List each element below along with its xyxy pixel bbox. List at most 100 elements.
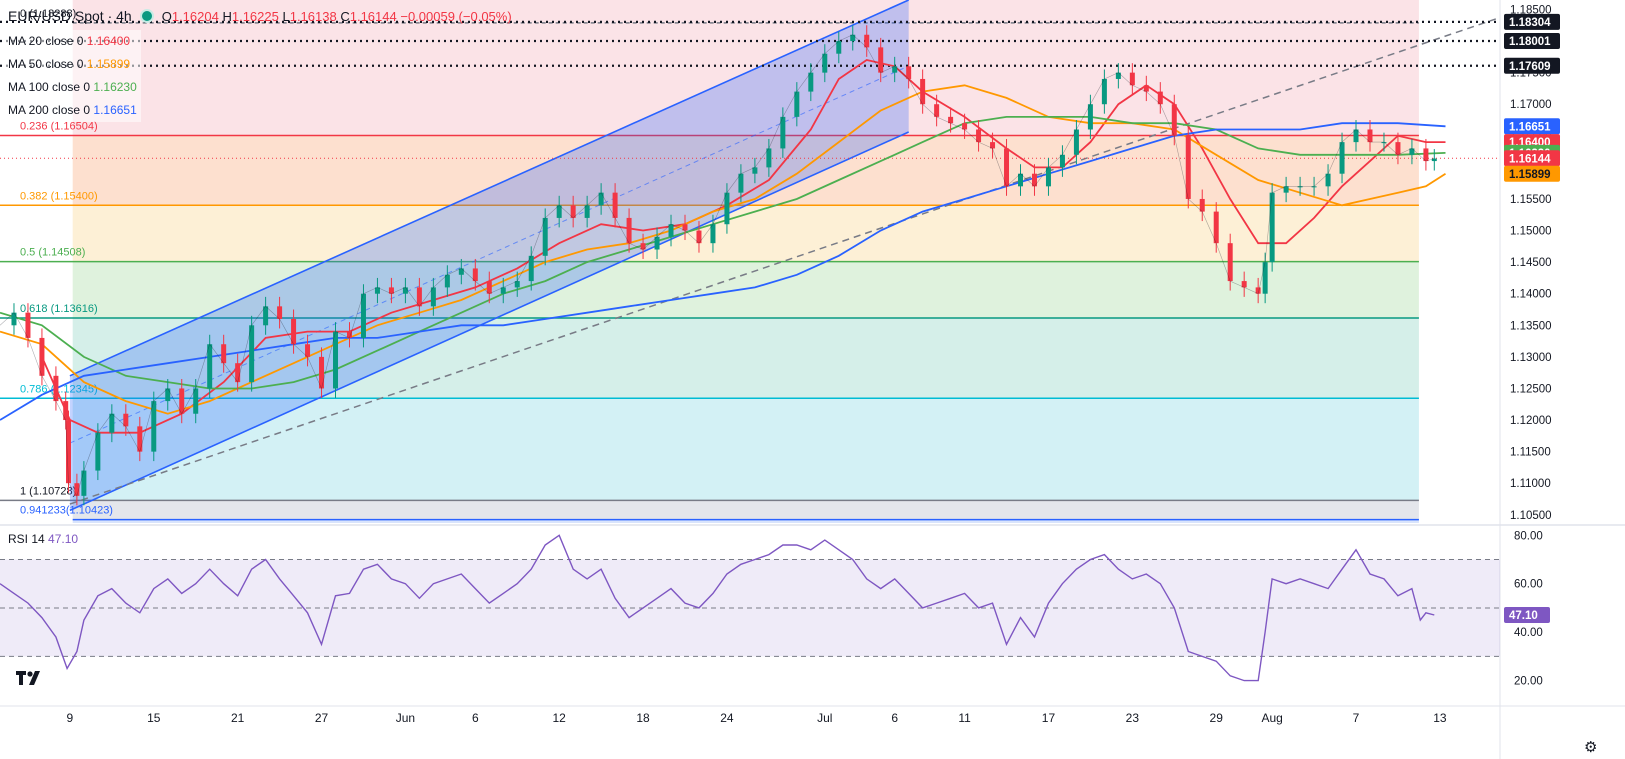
- channel-lower-line[interactable]: [69, 131, 909, 512]
- candle-body: [1059, 154, 1065, 168]
- candle-body: [1073, 129, 1079, 155]
- rsi-value-tag[interactable]: [1504, 606, 1550, 623]
- rsi-tick-label: 60.00: [1514, 579, 1543, 591]
- candle-body: [1381, 142, 1387, 144]
- price-tag-label: 1.16144: [1509, 153, 1551, 165]
- indicator-legend: MA 20 close 0 1.16400 MA 50 close 0 1.15…: [4, 30, 141, 122]
- candle-body: [65, 420, 71, 484]
- chart-header: EUR/USD Spot · 4h O1.16204 H1.16225 L1.1…: [8, 8, 512, 24]
- time-tick-label: 24: [720, 711, 734, 725]
- price-tick-label: 1.14000: [1510, 289, 1552, 301]
- fib-level-label: 0.5 (1.14508): [20, 247, 85, 259]
- time-tick-label: 15: [147, 711, 161, 725]
- candle-body: [850, 34, 856, 42]
- candle-body: [682, 224, 688, 231]
- rsi-panel: 80.00 60.00 40.00 20.00 47.10: [0, 524, 1625, 688]
- candle-body: [1227, 243, 1233, 282]
- time-tick-label: 23: [1126, 711, 1140, 725]
- candle-body: [53, 375, 59, 402]
- price-tag[interactable]: [1504, 32, 1560, 49]
- candle-body: [388, 287, 394, 294]
- time-tick-label: 6: [891, 711, 898, 725]
- candle-body: [1213, 211, 1219, 244]
- time-tick-label: 29: [1210, 711, 1224, 725]
- candle-body: [822, 53, 828, 73]
- candle-body: [123, 413, 129, 427]
- price-tick-label: 1.15000: [1510, 226, 1552, 238]
- candle-body: [668, 224, 674, 237]
- candle-body: [486, 281, 492, 294]
- ma-200-legend[interactable]: MA 200 close 0 1.16651: [4, 99, 141, 122]
- high-value: 1.16225: [231, 8, 279, 24]
- price-tag-label: 1.16651: [1509, 121, 1551, 133]
- candle-body: [1157, 91, 1163, 105]
- time-tick-label: 17: [1042, 711, 1056, 725]
- candle-body: [1143, 85, 1149, 92]
- candle-body: [1004, 148, 1010, 187]
- parallel-channel[interactable]: [69, 0, 909, 512]
- fib-zone: [72, 317, 1419, 399]
- price-tag[interactable]: [1504, 13, 1560, 30]
- candle-body: [235, 363, 241, 383]
- candle-body: [766, 148, 772, 168]
- settings-gear-icon[interactable]: ⚙: [1584, 739, 1598, 756]
- candle-body: [780, 116, 786, 149]
- candle-body: [948, 116, 954, 124]
- ma-50-legend[interactable]: MA 50 close 0 1.15899: [4, 53, 141, 76]
- candle-body: [962, 123, 968, 130]
- rsi-legend[interactable]: RSI 14 47.10: [8, 532, 79, 546]
- time-axis[interactable]: 9 15 21 27 Jun 6 12 18 24 Jul 6 11 17 23 29 Aug 7 13: [0, 705, 1625, 725]
- fib-level-label: 0.382 (1.15400): [20, 190, 98, 202]
- candle-body: [291, 318, 297, 345]
- resistance-lines: [0, 20, 1500, 159]
- price-tick-label: 1.13000: [1510, 352, 1552, 364]
- price-tick-label: 1.11000: [1510, 478, 1551, 490]
- price-tick-label: 1.13500: [1510, 320, 1552, 332]
- fib-retracement[interactable]: 0 (1.18288) 0.236 (1.16504) 0.382 (1.15400…: [0, 0, 1419, 523]
- candle-body: [63, 401, 69, 421]
- candle-body: [542, 217, 548, 256]
- candle-body: [346, 331, 352, 338]
- candle-body: [1431, 158, 1437, 162]
- candle-body: [794, 91, 800, 117]
- price-tag[interactable]: [1504, 118, 1560, 135]
- candle-body: [249, 325, 255, 383]
- time-tick-label: 13: [1433, 711, 1447, 725]
- price-axis[interactable]: 1.185001.180001.175001.170001.165001.160…: [1499, 0, 1625, 759]
- price-tag[interactable]: [1504, 57, 1560, 74]
- price-tag[interactable]: [1504, 150, 1560, 167]
- low-value: 1.16138: [289, 8, 337, 24]
- candle-body: [1255, 287, 1261, 294]
- moving-averages: [0, 59, 1446, 434]
- candle-body: [221, 344, 227, 364]
- price-tick-label: 1.18500: [1510, 4, 1552, 16]
- candle-body: [374, 287, 380, 294]
- candle-body: [458, 268, 464, 275]
- open-value: 1.16204: [171, 8, 219, 24]
- candle-body: [319, 356, 325, 389]
- fib-level-label: 0.618 (1.13616): [20, 303, 98, 315]
- ma-100-legend[interactable]: MA 100 close 0 1.16230: [4, 76, 141, 99]
- channel-upper-line[interactable]: [69, 0, 909, 377]
- channel-fill: [69, 0, 909, 511]
- candle-body: [1367, 129, 1373, 143]
- candle-body: [333, 331, 339, 389]
- time-tick-label: 7: [1353, 711, 1360, 725]
- candle-body: [1311, 186, 1317, 188]
- tradingview-logo-icon[interactable]: [14, 668, 42, 688]
- candle-body: [81, 470, 87, 496]
- price-tag-label: 1.17609: [1509, 61, 1551, 73]
- ma-20-legend[interactable]: MA 20 close 0 1.16400: [4, 30, 141, 53]
- fib-level-label: 0 (1.18288): [20, 8, 76, 20]
- candle-body: [1101, 78, 1107, 105]
- time-tick-label: 9: [67, 711, 74, 725]
- candle-body: [640, 243, 646, 250]
- candle-body: [1395, 142, 1401, 155]
- candle-body: [360, 293, 366, 338]
- price-tag[interactable]: [1504, 165, 1560, 182]
- price-tick-label: 1.12500: [1510, 383, 1552, 395]
- symbol-title[interactable]: EUR/USD Spot · 4h: [8, 8, 132, 24]
- fib-level-label: 1 (1.10728): [20, 485, 76, 497]
- candle-body: [1199, 198, 1205, 212]
- candle-body: [1297, 186, 1303, 188]
